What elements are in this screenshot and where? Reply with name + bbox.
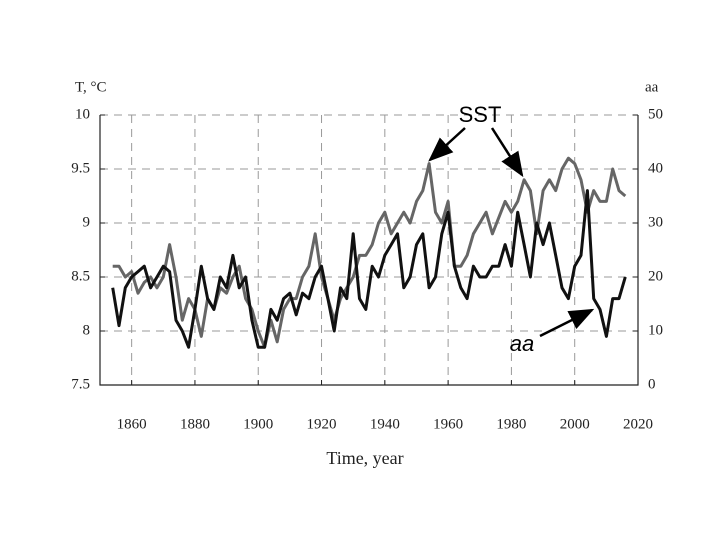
arrow — [490, 127, 524, 178]
x-tick-label: 1960 — [433, 416, 463, 432]
line-series — [112, 156, 627, 349]
line-series — [111, 189, 627, 349]
y-tick-label: 10 — [75, 106, 90, 122]
plot-area: 7.5 8 8.5 9 9.5 10 0 10 20 30 40 50 1860 1880 1900 1920… — [71, 106, 663, 432]
y2-axis-label: aa — [645, 79, 659, 95]
x-tick-label: 1860 — [117, 416, 147, 432]
y2-tick-label: 50 — [648, 106, 663, 122]
x-tick-label: 2020 — [623, 416, 653, 432]
y-axis-label: T, °C — [75, 79, 107, 95]
axis-frame — [99, 115, 639, 386]
arrow — [428, 127, 466, 162]
x-tick-label: 2000 — [560, 416, 590, 432]
annotation: aa — [510, 331, 534, 356]
y-tick-label: 8.5 — [71, 268, 90, 284]
y2-tick-label: 30 — [648, 214, 663, 230]
x-tick-label: 1980 — [496, 416, 526, 432]
y2-tick-label: 0 — [648, 376, 656, 392]
x-tick-label: 1940 — [370, 416, 400, 432]
y2-tick-label: 40 — [648, 160, 663, 176]
arrow — [539, 308, 595, 338]
y-tick-label: 7.5 — [71, 376, 90, 392]
y2-tick-label: 20 — [648, 268, 663, 284]
y2-tick-label: 10 — [648, 322, 663, 338]
y-tick-label: 9.5 — [71, 160, 90, 176]
x-tick-label: 1900 — [243, 416, 273, 432]
y-tick-label: 8 — [83, 322, 91, 338]
x-axis-label: Time, year — [326, 448, 403, 468]
x-tick-label: 1920 — [307, 416, 337, 432]
y-tick-label: 9 — [83, 214, 91, 230]
x-tick-label: 1880 — [180, 416, 210, 432]
annotation: SST — [459, 102, 502, 127]
